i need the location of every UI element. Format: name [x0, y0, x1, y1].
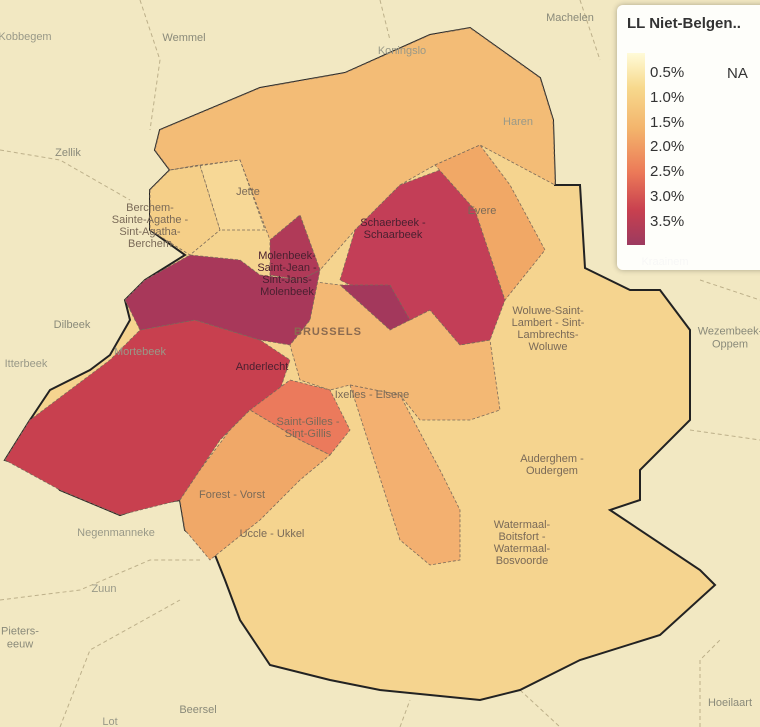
place-label: Molenbeek- [258, 250, 316, 262]
place-label: Evere [468, 205, 497, 217]
place-label: Anderlecht [236, 361, 289, 373]
place-label: Wemmel [162, 32, 205, 44]
place-label: Schaarbeek [364, 229, 423, 241]
place-label: Haren [503, 116, 533, 128]
place-label: Beersel [179, 704, 216, 716]
place-label: Boitsfort - [498, 531, 545, 543]
place-label: Woluwe [529, 341, 568, 353]
place-label: Sint-Jans- [262, 274, 312, 286]
place-label: Negenmanneke [77, 527, 155, 539]
place-label: Schaerbeek - [360, 217, 426, 229]
place-label: Zuun [91, 583, 116, 595]
place-label: Woluwe-Saint- [512, 305, 584, 317]
legend-na: NA [727, 65, 748, 82]
place-label: Machelen [546, 12, 594, 24]
legend-label: 1.0% [650, 88, 685, 106]
place-label: Hoeilaart [708, 697, 752, 709]
place-label: Wezembeek- [698, 325, 760, 337]
place-label: Sint-Agatha- [119, 226, 180, 238]
legend-label: 1.5% [650, 113, 685, 131]
legend-label: 3.0% [650, 188, 685, 205]
place-label: Uccle - Ukkel [240, 528, 305, 540]
place-label: Zellik [55, 147, 81, 159]
legend-label: 2.0% [650, 138, 685, 156]
legend: LL Niet-Belgen.. NA 0.5% 1.0% 1.5% 2.0% 2.5%… [617, 5, 760, 270]
place-label: Saint-Gilles - [277, 416, 340, 428]
place-label: Berchem [128, 238, 172, 250]
place-label: BRUSSELS [294, 326, 362, 338]
place-label: Jette [236, 186, 260, 198]
place-label: Saint-Jean - [257, 262, 317, 274]
legend-label: 2.5% [650, 163, 685, 181]
place-label: Berchem- [126, 202, 174, 214]
place-label: Auderghem - [520, 453, 584, 465]
municipalities [4, 27, 556, 566]
place-label: Itterbeek [5, 358, 48, 370]
place-label: Oppem [712, 338, 748, 350]
place-label: Sint-Gillis [285, 428, 332, 440]
place-label: Oudergem [526, 465, 578, 477]
place-label: Pieters- [1, 625, 39, 637]
legend-label: 3.5% [650, 212, 685, 230]
place-label: Lambert - Sint- [512, 317, 585, 329]
legend-label: 0.5% [650, 64, 685, 81]
place-label: eeuw [7, 638, 33, 650]
place-label: Watermaal- [494, 543, 551, 555]
place-label: Sainte-Agathe - [112, 214, 189, 226]
place-label: Lambrechts- [517, 329, 578, 341]
place-label: Molenbeek [260, 286, 314, 298]
place-label: Ixelles - Elsene [335, 389, 410, 401]
place-label: Bosvoorde [496, 555, 549, 567]
place-label: Lot [102, 716, 117, 727]
color-scale [627, 53, 645, 245]
place-label: Watermaal- [494, 519, 551, 531]
place-label: Dilbeek [54, 319, 91, 331]
legend-title: LL Niet-Belgen.. [627, 15, 741, 32]
place-label: Koningslo [378, 45, 426, 57]
place-label: Forest - Vorst [199, 489, 265, 501]
place-label: Kobbegem [0, 31, 52, 43]
place-label: Mortebeek [114, 346, 166, 358]
